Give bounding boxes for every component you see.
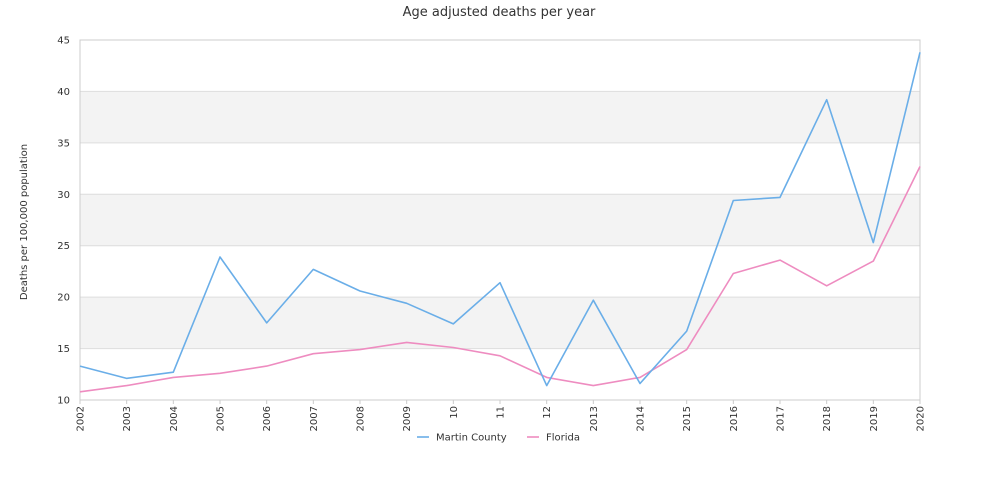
series-line-florida xyxy=(79,166,921,393)
x-tick-label: 2019 xyxy=(869,406,880,431)
x-axis-ticks: 2002 2003 2004 2005 2006 2007 2008 2009 10 11 12 20… xyxy=(76,400,927,431)
series-lines xyxy=(79,52,921,393)
series-line-martin-county xyxy=(79,52,921,387)
legend-label: Florida xyxy=(546,433,580,444)
y-axis-label: Deaths per 100,000 population xyxy=(19,144,30,300)
chart-title: Age adjusted deaths per year xyxy=(403,5,596,20)
legend: Martin County Florida xyxy=(417,433,580,444)
x-tick-label: 2013 xyxy=(589,406,600,431)
x-tick-label: 2009 xyxy=(402,406,413,431)
y-tick-label: 20 xyxy=(57,293,70,304)
x-tick-label: 2006 xyxy=(262,406,273,431)
x-tick-label: 2016 xyxy=(729,406,740,431)
x-tick-label: 10 xyxy=(449,406,460,419)
y-tick-label: 10 xyxy=(57,396,70,407)
x-tick-label: 2020 xyxy=(916,406,927,431)
legend-label: Martin County xyxy=(436,433,507,444)
y-tick-label: 15 xyxy=(57,344,70,355)
x-tick-label: 12 xyxy=(542,406,553,419)
x-tick-label: 2017 xyxy=(776,406,787,431)
grid-lines xyxy=(80,39,920,401)
y-tick-label: 40 xyxy=(57,87,70,98)
grid-bands xyxy=(80,91,920,349)
grid-band xyxy=(80,297,920,349)
x-tick-label: 2018 xyxy=(822,406,833,431)
legend-item: Florida xyxy=(527,433,580,444)
grid-band xyxy=(80,194,920,246)
x-tick-label: 2003 xyxy=(122,406,133,431)
x-tick-label: 2008 xyxy=(356,406,367,431)
legend-item: Martin County xyxy=(417,433,507,444)
y-tick-label: 25 xyxy=(57,241,70,252)
y-tick-label: 45 xyxy=(57,36,70,47)
y-axis-ticks: 10 15 20 25 30 35 40 45 xyxy=(57,36,70,407)
grid-band xyxy=(80,91,920,143)
x-tick-label: 2007 xyxy=(309,406,320,431)
x-tick-label: 2004 xyxy=(169,406,180,431)
x-tick-label: 2002 xyxy=(76,406,87,431)
y-tick-label: 30 xyxy=(57,190,70,201)
x-tick-label: 2005 xyxy=(216,406,227,431)
y-tick-label: 35 xyxy=(57,138,70,149)
x-tick-label: 2015 xyxy=(682,406,693,431)
x-tick-label: 11 xyxy=(496,406,507,419)
x-tick-label: 2014 xyxy=(636,406,647,431)
